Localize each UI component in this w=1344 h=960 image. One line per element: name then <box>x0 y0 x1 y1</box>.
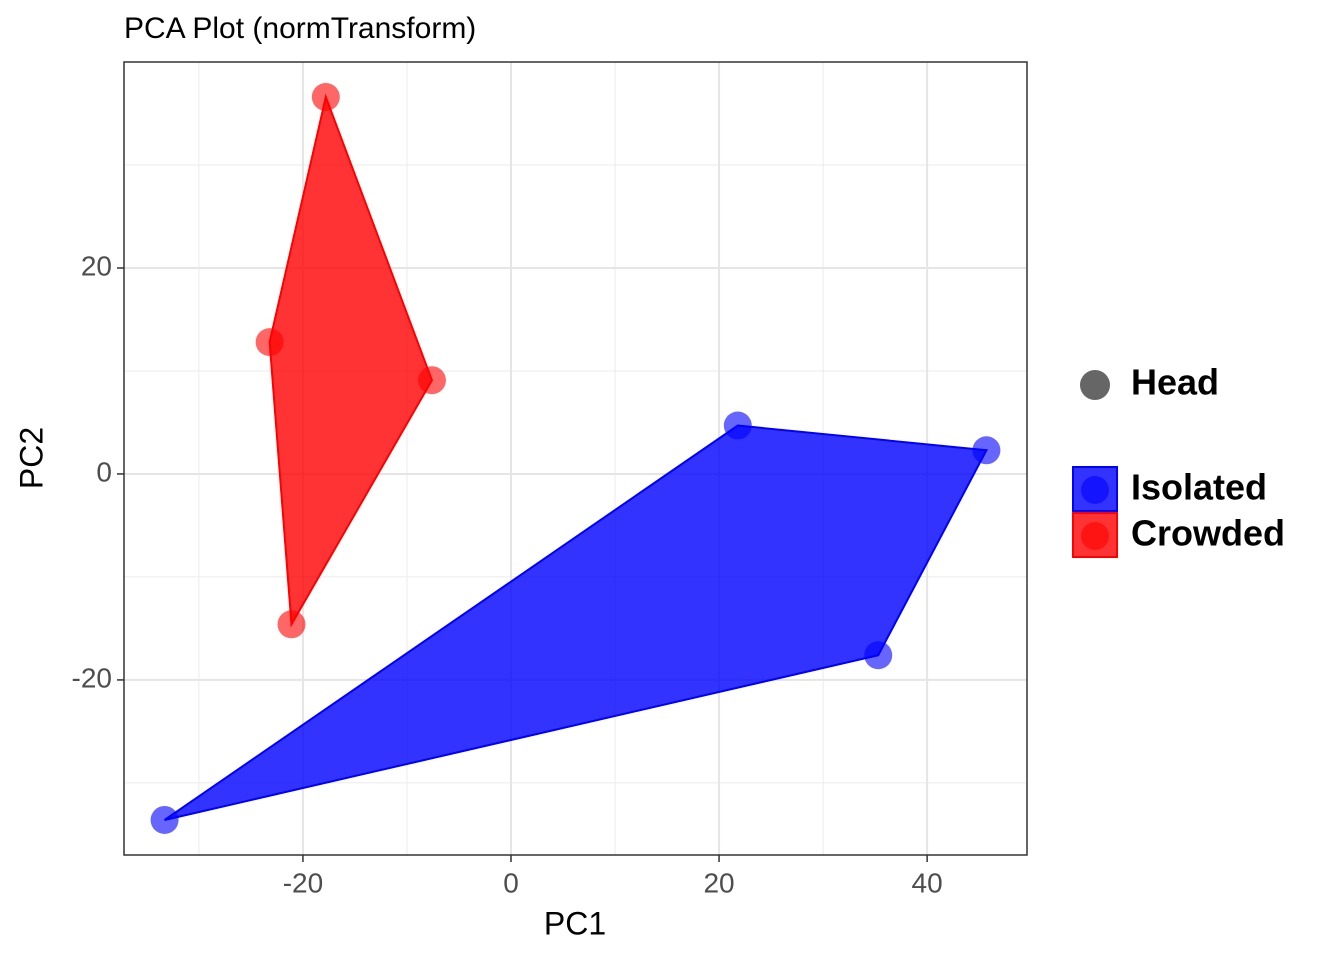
legend-label: Head <box>1131 362 1219 403</box>
legend-key-point <box>1081 476 1109 504</box>
plot-border <box>123 61 1028 856</box>
chart-title: PCA Plot (normTransform) <box>124 12 476 45</box>
x-tick-label: 20 <box>703 867 734 898</box>
point <box>972 436 1001 465</box>
legend-shape <box>1080 370 1110 400</box>
y-axis-title: PC2 <box>13 427 49 489</box>
x-axis-title: PC1 <box>544 905 606 941</box>
x-tick-label: 0 <box>503 867 519 898</box>
legend-label: Isolated <box>1131 467 1267 508</box>
point <box>417 366 446 395</box>
legend-label: Crowded <box>1131 513 1285 554</box>
y-tick-label: 0 <box>96 456 112 487</box>
y-tick-label: 20 <box>81 250 112 281</box>
point <box>150 805 179 834</box>
point <box>864 641 893 670</box>
x-tick-label: 40 <box>912 867 943 898</box>
y-tick-label: -20 <box>72 662 112 693</box>
hull <box>268 93 434 628</box>
point <box>255 328 284 357</box>
x-tick-label: -20 <box>283 867 323 898</box>
point <box>723 411 752 440</box>
point <box>311 83 340 112</box>
point <box>277 610 306 639</box>
legend-key-point <box>1081 522 1109 550</box>
